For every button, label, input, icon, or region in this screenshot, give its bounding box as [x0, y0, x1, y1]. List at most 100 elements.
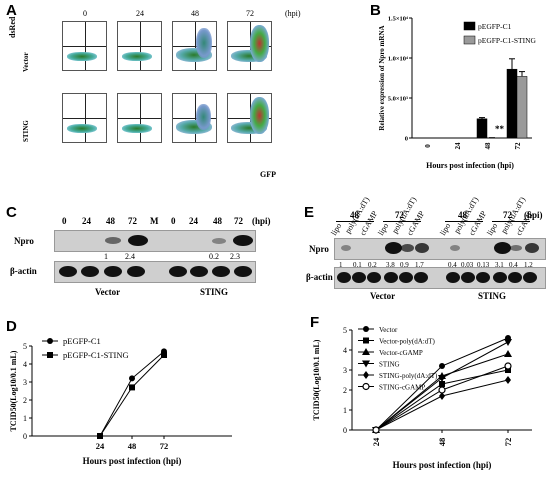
d-y-tick-label: 4 [23, 360, 27, 369]
e-bracket-sting-48 [445, 221, 483, 222]
e-quant-v4: 3.8 [386, 261, 395, 269]
f-y-tick-label: 0 [343, 426, 347, 435]
f-legend-marker [363, 326, 369, 332]
panel-label-b: B [370, 2, 381, 19]
facs-plot-vector-72 [227, 21, 272, 71]
f-x-axis-label: Hours post infection (hpi) [393, 460, 492, 470]
f-y-tick-label: 2 [343, 386, 347, 395]
e-quant-v2: 0.1 [353, 261, 362, 269]
tp-unit: (hpi) [285, 9, 301, 18]
b-bar [516, 76, 528, 139]
e-quant-s6: 1.2 [524, 261, 533, 269]
e-unit: (hpi) [524, 210, 543, 220]
b-significance: ** [495, 124, 505, 134]
row-label-sting: STING [22, 120, 30, 142]
e-quant-v6: 1.7 [415, 261, 424, 269]
d-data-point [97, 433, 103, 439]
blot-actin [54, 261, 256, 283]
b-legend-label: pEGFP-C1 [478, 22, 512, 31]
facs-plot-sting-72 [227, 93, 272, 143]
e-group-label-vector: Vector [370, 291, 396, 301]
e-quant-s5: 0.4 [509, 261, 518, 269]
f-data-point [505, 367, 511, 373]
quant-sting-48: 0.2 [209, 252, 219, 261]
f-x-tick-label: 24 [371, 437, 381, 446]
b-y-tick-label: 1.5×10⁴ [388, 16, 408, 23]
e-quant-s4: 3.1 [495, 261, 504, 269]
f-x-tick-label: 72 [503, 438, 513, 447]
panel-label-c: C [6, 204, 17, 221]
b-x-tick-label: 24 [454, 142, 462, 150]
d-legend-marker [47, 352, 53, 358]
facs-plot-vector-0 [62, 21, 107, 71]
e-quant-v5: 0.9 [400, 261, 409, 269]
panel-d-line-chart: 0 1 2 3 4 5 24 48 72 TCID50(Log10/0.1 mL) Hours po… [9, 336, 232, 466]
tp-label-0: 0 [83, 9, 87, 18]
f-legend-marker [362, 348, 370, 355]
e-quant-s2: 0.03 [461, 261, 474, 269]
row-label-npro: Npro [14, 236, 34, 246]
d-y-tick-label: 0 [23, 432, 27, 441]
e-quant-v3: 0.2 [368, 261, 377, 269]
d-data-point [129, 384, 135, 391]
facs-plot-vector-24 [117, 21, 162, 71]
lane-unit: (hpi) [252, 216, 271, 226]
e-lane-lipo-2: lipo [376, 221, 391, 237]
d-y-tick-label: 3 [23, 378, 27, 387]
panel-label-d: D [6, 318, 17, 335]
panel-label-f: F [310, 314, 320, 331]
e-tp-vector-72: 72 [395, 210, 404, 220]
d-x-tick-label: 72 [160, 441, 169, 451]
f-data-point [438, 386, 446, 394]
d-y-tick-label: 5 [23, 342, 27, 351]
b-y-tick-label: 5.0×10³ [388, 96, 408, 103]
e-row-label-npro: Npro [309, 244, 329, 254]
group-label-vector: Vector [95, 287, 121, 297]
f-data-point [372, 426, 380, 434]
e-lane-lipo-4: lipo [485, 221, 500, 237]
group-label-sting: STING [200, 287, 229, 297]
b-legend-swatch [463, 35, 476, 45]
row-label-actin: β-actin [10, 266, 37, 276]
f-legend-label: Vector [379, 326, 398, 334]
e-tp-sting-48: 48 [458, 210, 467, 220]
d-legend-label: pEGFP-C1-STING [63, 350, 129, 360]
e-blot-npro [334, 238, 546, 260]
tp-label-72: 72 [246, 9, 254, 18]
f-legend-label: Vector-poly(dA:dT) [379, 338, 436, 346]
d-x-tick-label: 48 [128, 441, 137, 451]
lane-sting-48: 48 [213, 216, 222, 226]
f-data-point [504, 350, 512, 357]
d-x-tick-label: 24 [96, 441, 105, 451]
b-x-axis-label: Hours post infection (hpi) [426, 161, 514, 170]
d-data-point [129, 375, 135, 382]
f-x-tick-label: 48 [437, 438, 447, 447]
panel-label-e: E [304, 204, 315, 221]
f-data-point [504, 362, 512, 370]
b-y-axis-label: Relative expression of Npro mRNA [378, 25, 386, 130]
e-group-label-sting: STING [478, 291, 507, 301]
facs-plot-sting-48 [172, 93, 217, 143]
b-bar [506, 68, 518, 139]
tp-label-48: 48 [191, 9, 199, 18]
lane-vector-0: 0 [62, 216, 67, 226]
x-axis-gfp: GFP [260, 170, 276, 179]
d-x-axis-label: Hours post infection (hpi) [83, 456, 182, 466]
lane-sting-72: 72 [234, 216, 243, 226]
b-y-tick-label: 1.0×10⁴ [388, 56, 408, 63]
lane-vector-48: 48 [106, 216, 115, 226]
e-bracket-sting-72 [492, 221, 530, 222]
y-axis-dsred: dsRed [8, 16, 17, 38]
e-tp-sting-72: 72 [503, 210, 512, 220]
b-x-tick-label: 0 [424, 144, 432, 148]
d-legend-marker [47, 338, 53, 344]
quant-vector-48: 1 [104, 252, 108, 261]
f-legend-label: STING [379, 361, 400, 369]
d-y-tick-label: 2 [23, 396, 27, 405]
e-quant-v1: 1 [339, 261, 343, 269]
f-legend-label: Vector-cGAMP [379, 349, 423, 357]
quant-sting-72: 2.3 [230, 252, 240, 261]
facs-plot-sting-24 [117, 93, 162, 143]
facs-plot-vector-48 [172, 21, 217, 71]
